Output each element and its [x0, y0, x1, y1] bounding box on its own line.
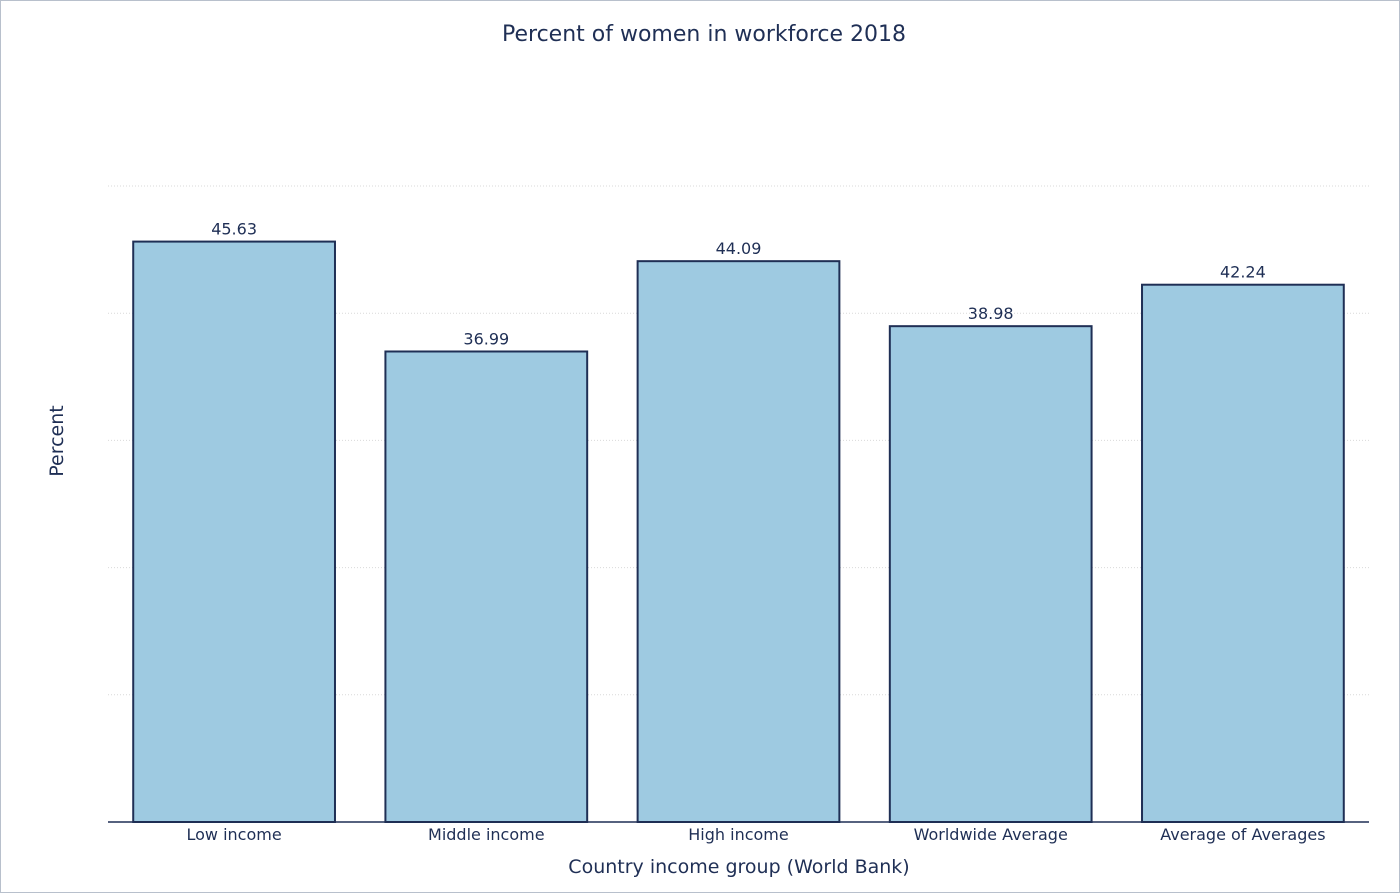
x-tick-label: High income [688, 825, 788, 844]
data-label: 38.98 [968, 304, 1014, 323]
x-axis-title: Country income group (World Bank) [568, 856, 909, 878]
x-tick-labels: Low income Middle income High income Worldw… [186, 825, 1325, 844]
data-label: 42.24 [1220, 263, 1266, 282]
bar-worldwide-average [888, 325, 1093, 823]
x-tick-label: Middle income [428, 825, 545, 844]
bar-average-of-averages [1141, 283, 1345, 823]
bar-high-income [636, 260, 841, 824]
bar-middle-income [384, 350, 589, 823]
chart-title: Percent of women in workforce 2018 [502, 22, 906, 47]
x-tick-label: Average of Averages [1160, 825, 1325, 844]
y-axis-title: Percent [46, 405, 68, 477]
data-label: 45.63 [211, 220, 257, 239]
data-label: 36.99 [463, 329, 509, 348]
x-tick-label: Worldwide Average [914, 825, 1068, 844]
bar-low-income [132, 240, 336, 823]
data-labels: 45.63 36.99 44.09 38.98 42.24 [211, 220, 1266, 349]
bars [132, 240, 1345, 824]
data-label: 44.09 [716, 239, 762, 258]
x-tick-label: Low income [186, 825, 281, 844]
